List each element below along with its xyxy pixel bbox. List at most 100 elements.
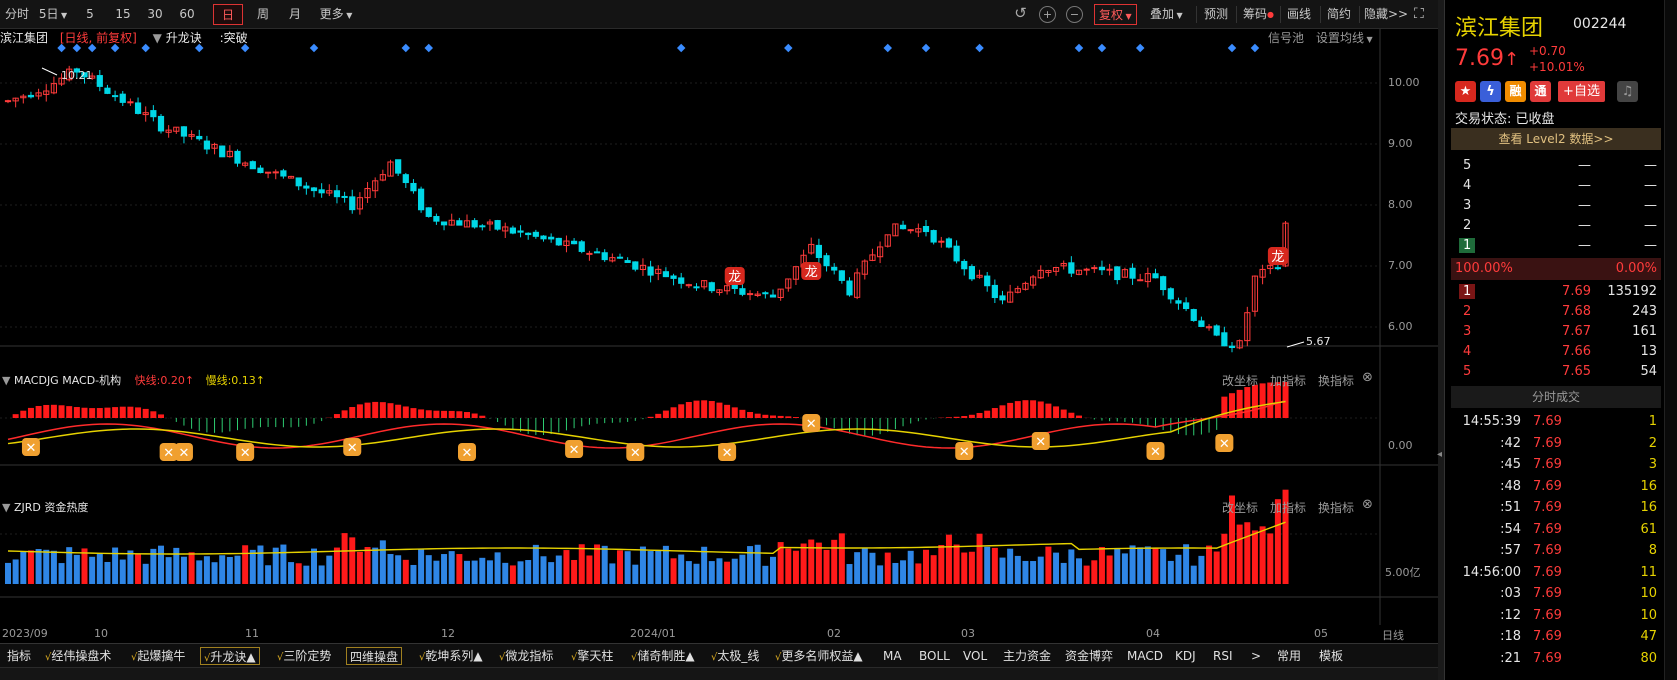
bid-row[interactable]: 3 7.67 161 xyxy=(1451,322,1661,342)
candle-body xyxy=(678,277,685,284)
indicator-tab[interactable]: MACD xyxy=(1124,647,1166,665)
period-60min[interactable]: 60 xyxy=(179,7,195,21)
set-ma-link[interactable]: 设置均线 ▼ xyxy=(1316,29,1373,46)
kline-chart[interactable]: ✕ ✕ ✕ ✕ ✕ ✕ ✕ ✕ ✕✕✕✕✕✕ 龙龙龙 xyxy=(0,29,1438,643)
overlay-button[interactable]: 叠加 ▼ xyxy=(1150,4,1183,25)
macd-switch-link[interactable]: 换指标 xyxy=(1318,374,1355,388)
signal-diamond xyxy=(784,43,793,53)
heat-bar xyxy=(701,546,708,584)
period-month[interactable]: 月 xyxy=(288,7,301,21)
indicator-tab[interactable]: 主力资金 xyxy=(1000,647,1054,665)
macd-bar xyxy=(1236,389,1243,418)
heat-bar xyxy=(624,551,631,584)
china-flag-icon[interactable]: ★ xyxy=(1455,81,1476,102)
candle-body xyxy=(877,246,884,258)
collapse-arrow-icon[interactable]: ◂ xyxy=(1437,449,1443,460)
ask-row[interactable]: 1 — — xyxy=(1451,236,1661,256)
candle-body xyxy=(968,266,975,280)
zjrd-add-link[interactable]: 加指标 xyxy=(1270,501,1307,515)
indicator-tab[interactable]: √擎天柱 xyxy=(568,647,616,665)
chips-button[interactable]: 筹码● xyxy=(1243,4,1274,25)
zoom-out-icon[interactable]: − xyxy=(1066,6,1083,23)
chart-area[interactable]: ✕ ✕ ✕ ✕ ✕ ✕ ✕ ✕ ✕ ✕ ✕ ✕ ✕ ✕ 龙龙龙 滨江集团 [日线, 前复权] ▼ 升龙诀 … xyxy=(0,29,1438,643)
period-5min[interactable]: 5 xyxy=(86,7,94,21)
forecast-button[interactable]: 预测 xyxy=(1204,7,1229,21)
macd-close-icon[interactable]: ⊗ xyxy=(1362,370,1373,385)
cycle-label[interactable]: [日线, 前复权] xyxy=(59,31,137,45)
indicator-dropdown-icon[interactable]: ▼ xyxy=(152,31,162,45)
indicator-tab[interactable]: VOL xyxy=(960,647,990,665)
ask-row[interactable]: 3 — — xyxy=(1451,196,1661,216)
indicator-tab[interactable]: √升龙诀▲ xyxy=(200,647,260,665)
undo-icon[interactable]: ↺ xyxy=(1014,4,1027,22)
indicator-tab[interactable]: √乾坤系列▲ xyxy=(416,647,486,665)
candle-body xyxy=(1205,326,1213,329)
collapse-icon[interactable]: ▼ xyxy=(2,501,11,514)
adjust-button[interactable]: 复权 ▼ xyxy=(1094,4,1137,25)
bid-row[interactable]: 1 7.69 135192 xyxy=(1451,282,1661,302)
macd-add-link[interactable]: 加指标 xyxy=(1270,374,1307,388)
zjrd-name[interactable]: ZJRD 资金热度 xyxy=(13,501,89,514)
indicator-tab[interactable]: RSI xyxy=(1210,647,1236,665)
indicator-tab[interactable]: √太极_线 xyxy=(708,647,762,665)
bell-icon[interactable]: ♫ xyxy=(1617,81,1638,102)
period-30min[interactable]: 30 xyxy=(147,7,163,21)
candle-body xyxy=(838,270,845,281)
add-favorite-button[interactable]: +自选 xyxy=(1558,81,1605,102)
bid-row[interactable]: 5 7.65 54 xyxy=(1451,362,1661,382)
cross-badge xyxy=(343,438,362,456)
panel-splitter[interactable] xyxy=(1438,0,1444,680)
indicator-tab[interactable]: √储奇制胜▲ xyxy=(628,647,698,665)
bid-row[interactable]: 2 7.68 243 xyxy=(1451,302,1661,322)
candle-body xyxy=(410,182,417,192)
indicator-tab[interactable]: √微龙指标 xyxy=(496,647,556,665)
period-week[interactable]: 周 xyxy=(256,7,269,21)
period-more[interactable]: 更多 ▼ xyxy=(316,4,356,25)
ask-row[interactable]: 2 — — xyxy=(1451,216,1661,236)
draw-line-button[interactable]: 画线 xyxy=(1287,7,1312,21)
margin-badge[interactable]: 融 xyxy=(1505,81,1526,102)
heat-bar xyxy=(20,551,27,584)
indicator-tab[interactable]: KDJ xyxy=(1172,647,1199,665)
cross-badge xyxy=(458,443,476,461)
indicator-tab[interactable]: √三阶定势 xyxy=(274,647,334,665)
period-intraday[interactable]: 分时 xyxy=(4,7,29,21)
indicator-tab[interactable]: MA xyxy=(880,647,905,665)
indicator-tab[interactable]: > xyxy=(1248,647,1264,665)
indicator-tab[interactable]: √更多名师权益▲ xyxy=(772,647,866,665)
indicator-tab[interactable]: 资金博弈 xyxy=(1062,647,1116,665)
lightning-icon[interactable]: ϟ xyxy=(1480,81,1501,102)
indicator-tab[interactable]: 常用 xyxy=(1274,647,1304,665)
macd-bar xyxy=(379,402,386,418)
period-5day[interactable]: 5日 ▼ xyxy=(36,4,70,25)
hide-button[interactable]: 隐藏>> xyxy=(1364,7,1409,21)
heat-bar xyxy=(770,556,776,584)
collapse-icon[interactable]: ▼ xyxy=(2,374,11,387)
indicator-tab[interactable]: √起爆擒牛 xyxy=(128,647,188,665)
macd-name[interactable]: MACDJG MACD-机构 xyxy=(13,374,122,387)
indicator-name[interactable]: 升龙诀 xyxy=(165,31,202,45)
indicator-tab[interactable]: 模板 xyxy=(1316,647,1346,665)
macd-bar xyxy=(441,410,448,418)
zjrd-axis-link[interactable]: 改坐标 xyxy=(1222,501,1259,515)
ask-row[interactable]: 4 — — xyxy=(1451,176,1661,196)
macd-axis-link[interactable]: 改坐标 xyxy=(1222,374,1259,388)
indicator-tab[interactable]: 指标 xyxy=(4,647,34,665)
ask-row[interactable]: 5 — — xyxy=(1451,156,1661,176)
indicator-tab-label: 四维操盘 xyxy=(350,650,399,664)
fullscreen-icon[interactable]: ⛶ xyxy=(1414,6,1424,22)
indicator-tab[interactable]: BOLL xyxy=(916,647,953,665)
zoom-in-icon[interactable]: + xyxy=(1039,6,1056,23)
level2-link[interactable]: 查看 Level2 数据>> xyxy=(1451,128,1661,150)
connect-badge[interactable]: 通 xyxy=(1530,81,1551,102)
heat-bar xyxy=(1175,554,1182,584)
zjrd-switch-link[interactable]: 换指标 xyxy=(1318,501,1355,515)
period-day[interactable]: 日 xyxy=(213,4,243,25)
bid-row[interactable]: 4 7.66 13 xyxy=(1451,342,1661,362)
indicator-tab[interactable]: √经伟操盘术 xyxy=(42,647,114,665)
period-15min[interactable]: 15 xyxy=(115,7,131,21)
zjrd-close-icon[interactable]: ⊗ xyxy=(1362,497,1373,512)
indicator-tab[interactable]: 四维操盘 xyxy=(346,647,403,665)
simple-button[interactable]: 简约 xyxy=(1327,7,1352,21)
signal-pool-link[interactable]: 信号池 xyxy=(1268,31,1305,45)
